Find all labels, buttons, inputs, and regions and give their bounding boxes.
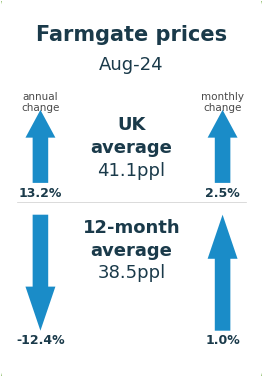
Text: annual
change: annual change: [21, 92, 60, 113]
Text: 2.5%: 2.5%: [205, 187, 240, 200]
Polygon shape: [208, 110, 237, 183]
Polygon shape: [208, 215, 237, 331]
Text: 12-month: 12-month: [83, 219, 180, 237]
Text: monthly
change: monthly change: [201, 92, 244, 113]
Text: average: average: [90, 242, 173, 260]
Text: Farmgate prices: Farmgate prices: [36, 25, 227, 45]
Text: 38.5ppl: 38.5ppl: [97, 264, 166, 282]
Text: 13.2%: 13.2%: [19, 187, 62, 200]
Text: 41.1ppl: 41.1ppl: [97, 162, 166, 180]
Text: average: average: [90, 139, 173, 158]
Text: Aug-24: Aug-24: [99, 56, 164, 74]
Polygon shape: [26, 110, 55, 183]
Text: -12.4%: -12.4%: [16, 334, 65, 346]
Text: 1.0%: 1.0%: [205, 334, 240, 346]
Text: UK: UK: [117, 116, 146, 134]
Polygon shape: [26, 215, 55, 331]
